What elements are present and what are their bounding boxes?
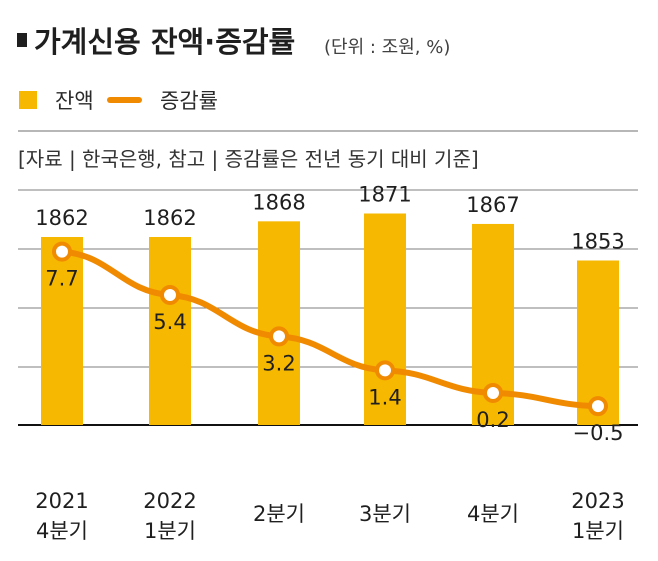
line-label-4: 0.2	[476, 408, 509, 432]
bar-labels-group: 1862 1862 1868 1871 1867 1853	[35, 183, 624, 254]
x-tick-3: 3분기	[359, 502, 411, 526]
line-label-3: 1.4	[368, 385, 401, 409]
line-point-0	[52, 241, 72, 262]
bars-group	[41, 213, 619, 425]
bar-label-0: 1862	[35, 206, 88, 230]
chart-title: 가계신용 잔액·증감률	[34, 25, 295, 59]
bar-0	[41, 237, 83, 425]
bar-label-3: 1871	[358, 183, 411, 207]
legend-bar-label: 잔액	[55, 89, 94, 113]
x-tick-line1-0: 2021	[35, 489, 88, 513]
bar-2	[258, 221, 300, 425]
line-point-4	[483, 382, 503, 403]
line-series-path	[59, 248, 601, 410]
unit-label: (단위 : 조원, %)	[324, 37, 450, 58]
x-tick-5: 2023 1분기	[571, 489, 624, 543]
x-tick-2: 2분기	[253, 502, 305, 526]
line-point-2	[269, 326, 289, 347]
bar-1	[149, 237, 191, 425]
line-point-1	[160, 284, 180, 305]
line-label-5: −0.5	[573, 421, 624, 445]
bar-label-5: 1853	[571, 230, 624, 254]
x-axis-ticks: 2021 4분기 2022 1분기 2분기 3분기 4분기 2023 1분기	[35, 489, 624, 543]
x-tick-line2-5: 1분기	[572, 519, 624, 543]
legend: 잔액 증감률	[19, 89, 218, 113]
line-label-2: 3.2	[262, 351, 295, 375]
source-note: [자료 | 한국은행, 참고 | 증감률은 전년 동기 대비 기준]	[18, 147, 479, 171]
chart-header: 가계신용 잔액·증감률 (단위 : 조원, %) 잔액 증감률 [자료 | 한국…	[17, 25, 638, 171]
x-tick-line2-0: 4분기	[36, 519, 88, 543]
x-tick-line1-4: 4분기	[467, 502, 519, 526]
bar-label-4: 1867	[466, 193, 519, 217]
x-tick-1: 2022 1분기	[143, 489, 196, 543]
x-tick-line1-1: 2022	[143, 489, 196, 513]
line-point-3	[375, 360, 395, 381]
x-tick-line1-3: 3분기	[359, 502, 411, 526]
grid-lines	[18, 189, 638, 426]
x-tick-line1-2: 2분기	[253, 502, 305, 526]
x-tick-0: 2021 4분기	[35, 489, 88, 543]
line-label-1: 5.4	[153, 310, 186, 334]
line-label-0: 7.7	[45, 267, 78, 291]
x-tick-line1-5: 2023	[571, 489, 624, 513]
title-marker	[17, 33, 27, 47]
line-point-5	[588, 396, 608, 417]
line-series-group	[52, 241, 608, 417]
bar-label-1: 1862	[143, 206, 196, 230]
x-tick-line2-1: 1분기	[144, 519, 196, 543]
line-labels-group: 7.7 5.4 3.2 1.4 0.2 −0.5	[45, 267, 623, 446]
legend-line-label: 증감률	[160, 89, 218, 113]
legend-bar-swatch	[19, 91, 37, 109]
bar-3	[364, 213, 406, 425]
bar-label-2: 1868	[252, 190, 305, 214]
x-tick-4: 4분기	[467, 502, 519, 526]
